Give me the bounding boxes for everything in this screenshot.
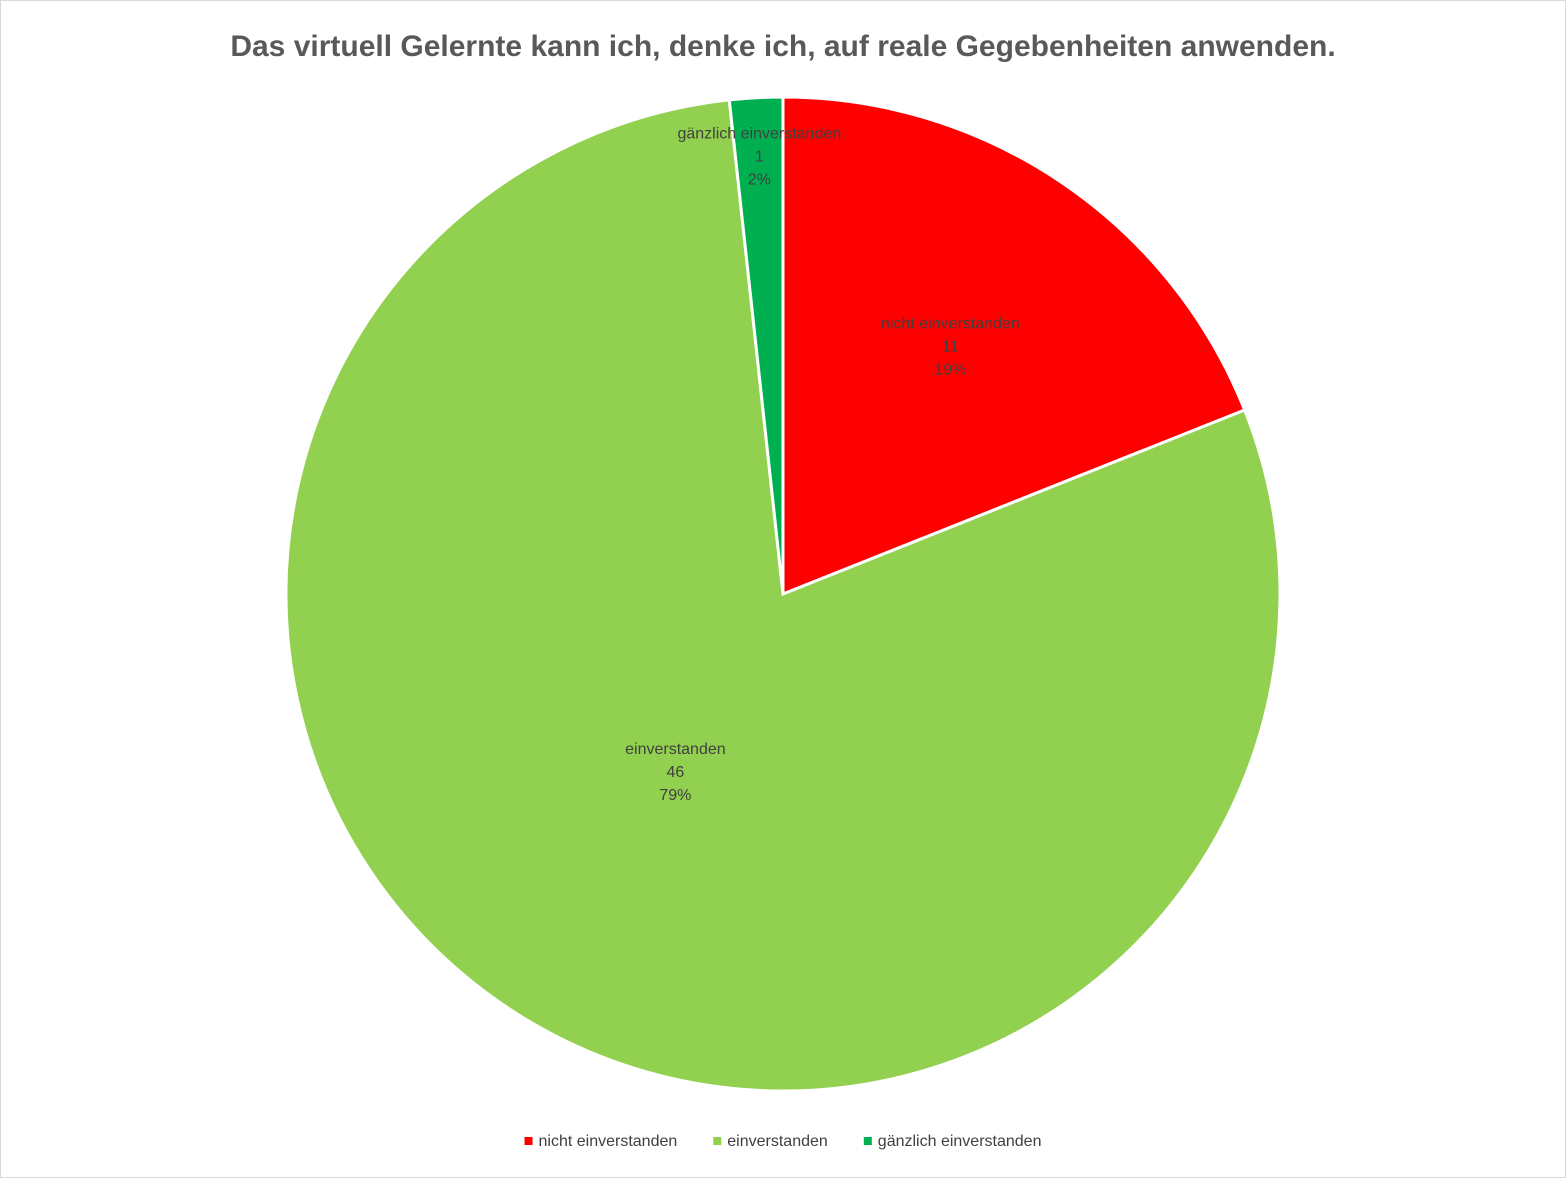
legend-swatch bbox=[863, 1137, 872, 1145]
data-label: einverstanden 46 79% bbox=[625, 741, 726, 804]
data-label-value: 11 bbox=[942, 338, 959, 355]
legend-item: einverstanden bbox=[713, 1133, 828, 1150]
legend-item: nicht einverstanden bbox=[524, 1133, 678, 1150]
data-label-percent: 2% bbox=[748, 172, 771, 189]
legend-label: gänzlich einverstanden bbox=[878, 1133, 1042, 1150]
chart-title: Das virtuell Gelernte kann ich, denke ic… bbox=[230, 30, 1335, 63]
legend-swatch bbox=[713, 1137, 722, 1145]
legend-swatch bbox=[524, 1137, 533, 1145]
data-label-category: nicht einverstanden bbox=[881, 315, 1020, 332]
legend-item: gänzlich einverstanden bbox=[863, 1133, 1042, 1150]
legend-label: einverstanden bbox=[727, 1133, 828, 1150]
pie-slice bbox=[727, 95, 785, 595]
data-label-category: gänzlich einverstanden bbox=[677, 126, 841, 143]
data-label: gänzlich einverstanden 1 2% bbox=[677, 126, 841, 189]
data-label-value: 46 bbox=[666, 764, 684, 781]
data-label: nicht einverstanden 11 19% bbox=[881, 315, 1020, 378]
data-label-percent: 79% bbox=[659, 787, 691, 804]
data-label-category: einverstanden bbox=[625, 741, 726, 758]
pie-slice bbox=[284, 98, 1282, 1093]
data-label-value: 1 bbox=[755, 149, 764, 166]
data-label-percent: 19% bbox=[934, 361, 966, 378]
pie-slice bbox=[781, 95, 1247, 597]
legend-label: nicht einverstanden bbox=[539, 1133, 678, 1150]
